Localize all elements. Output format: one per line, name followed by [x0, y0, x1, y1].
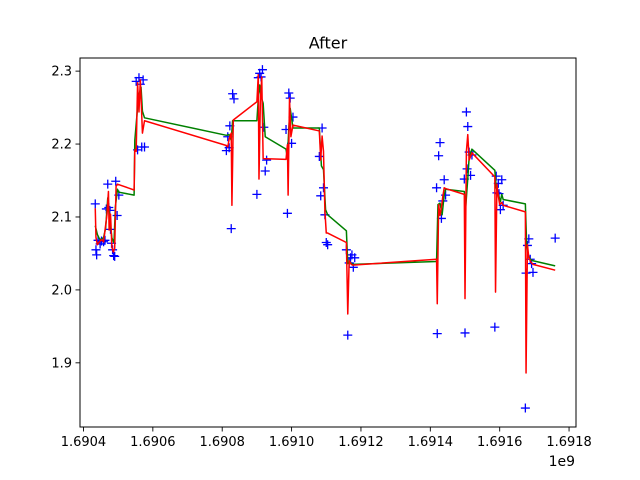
series-line-2	[94, 74, 556, 374]
x-axis-offset-label: 1e9	[549, 454, 575, 470]
y-tick-label: 2.1	[51, 210, 72, 225]
data-point-marker	[435, 138, 445, 148]
data-point-marker	[434, 151, 444, 161]
data-point-marker	[490, 322, 500, 332]
data-point-marker	[462, 164, 472, 174]
data-point-marker	[343, 330, 353, 340]
data-point-marker	[550, 233, 560, 243]
x-tick-label: 1.6910	[269, 435, 315, 450]
x-tick-label: 1.6906	[130, 435, 176, 450]
data-point-marker	[284, 88, 294, 98]
data-point-marker	[282, 208, 292, 218]
y-tick-label: 2.0	[51, 283, 72, 298]
data-point-marker	[528, 267, 538, 277]
axes-frame	[79, 57, 577, 428]
data-point-marker	[316, 191, 326, 201]
y-tick-label: 2.2	[51, 138, 72, 153]
data-point-marker	[91, 245, 101, 255]
x-tick-label: 1.6918	[546, 435, 592, 450]
data-point-marker	[262, 155, 272, 165]
y-tick-label: 1.9	[51, 356, 72, 371]
x-tick-label: 1.6914	[408, 435, 454, 450]
data-point-marker	[432, 329, 442, 339]
data-point-marker	[103, 179, 113, 189]
x-tick-label: 1.6912	[338, 435, 384, 450]
data-point-marker	[463, 122, 473, 132]
data-point-marker	[252, 189, 262, 199]
data-point-marker	[111, 176, 121, 186]
x-tick-label: 1.6916	[477, 435, 523, 450]
data-point-marker	[229, 94, 239, 104]
data-point-marker	[228, 89, 238, 99]
data-point-marker	[460, 328, 470, 338]
data-point-marker	[439, 175, 449, 185]
data-point-marker	[461, 107, 471, 117]
data-point-marker	[323, 240, 333, 250]
data-point-marker	[350, 253, 360, 263]
data-point-marker	[92, 250, 102, 260]
data-point-marker	[257, 65, 267, 75]
data-point-marker	[90, 199, 100, 209]
data-point-marker	[112, 211, 122, 221]
data-point-marker	[260, 166, 270, 176]
plot-area	[79, 57, 577, 428]
data-point-marker	[321, 238, 331, 247]
data-point-marker	[318, 183, 328, 193]
data-point-marker	[314, 151, 324, 161]
data-point-marker	[432, 183, 442, 193]
x-tick-label: 1.6904	[61, 435, 107, 450]
data-point-marker	[520, 403, 530, 413]
x-tick-label: 1.6908	[199, 435, 245, 450]
data-point-marker	[140, 142, 150, 152]
data-point-marker	[110, 251, 120, 261]
data-point-marker	[497, 175, 507, 185]
series-layer	[90, 65, 560, 413]
y-tick-label: 2.3	[51, 65, 72, 80]
x-axis: 1.6904 1.6906 1.6908 1.6910 1.6912 1.6914 1.69…	[61, 427, 592, 450]
data-point-marker	[134, 73, 144, 83]
data-point-marker	[226, 224, 236, 234]
y-axis: 1.9 2.0 2.1 2.2 2.3	[51, 65, 80, 371]
chart-title: After	[309, 34, 348, 53]
